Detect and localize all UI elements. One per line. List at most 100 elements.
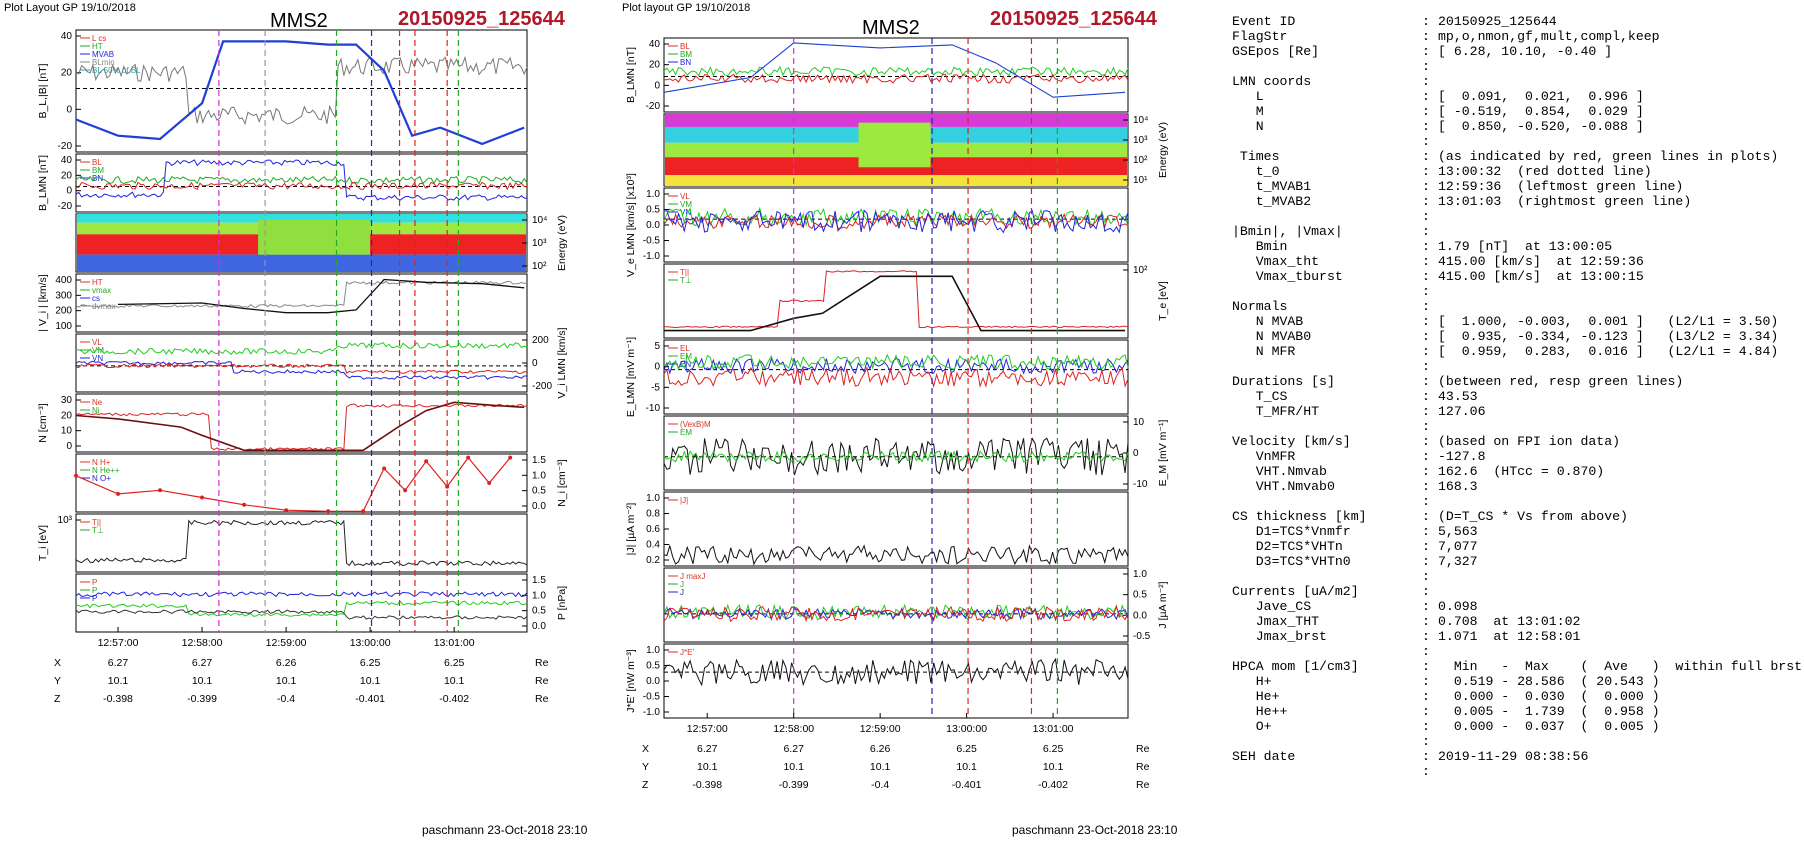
position-value: 6.25 <box>1043 743 1064 755</box>
summary-colon: : <box>1422 479 1430 494</box>
summary-colon: : <box>1422 149 1430 164</box>
summary-key: N MFR <box>1232 344 1296 359</box>
summary-key <box>1232 494 1422 509</box>
data-point <box>242 502 247 507</box>
summary-key <box>1232 419 1422 434</box>
y-tick-label-right: -10 <box>1133 479 1148 490</box>
left-spacecraft-title: MMS2 <box>270 10 328 32</box>
summary-row: D1=TCS*Vnmfr:5,563 <box>1232 524 1802 539</box>
legend-entry: J <box>680 588 684 597</box>
bm-trace <box>75 175 528 185</box>
summary-colon: : <box>1422 734 1430 749</box>
y-tick-label: 1.0 <box>646 493 660 504</box>
legend-entry: BN <box>680 58 691 67</box>
summary-key: Currents [uA/m2] <box>1232 584 1359 599</box>
summary-key <box>1232 134 1422 149</box>
panel-7: 1.0 0.8 0.6 0.4 0.2 |J| [µA m⁻²] |J| <box>625 491 1129 567</box>
summary-value: 2019-11-29 08:38:56 <box>1438 749 1589 764</box>
y-tick-label: -5 <box>651 382 660 393</box>
position-unit: Re <box>1136 779 1150 791</box>
y-tick-label-right: 10² <box>1133 265 1148 276</box>
summary-colon: : <box>1422 524 1430 539</box>
y-tick-label: 0 <box>66 441 72 452</box>
y-axis-label-right: Energy (eV) <box>1157 122 1169 178</box>
y-axis-label: B_L,|B| [nT] <box>37 63 49 118</box>
summary-value: 13:01:03 (rightmost green line) <box>1438 194 1692 209</box>
summary-row: LMN coords: <box>1232 74 1802 89</box>
legend-entry: BL <box>92 158 102 167</box>
summary-value: 162.6 (HTcc = 0.870) <box>1438 464 1605 479</box>
el-trace <box>663 357 1129 375</box>
position-value: 10.1 <box>870 761 891 773</box>
vl-trace <box>75 363 528 375</box>
summary-colon: : <box>1422 164 1430 179</box>
data-point <box>284 508 289 513</box>
summary-colon: : <box>1422 59 1430 74</box>
summary-key: Durations [s] <box>1232 374 1335 389</box>
spectrogram-band <box>77 254 526 272</box>
position-unit: Re <box>535 675 549 687</box>
position-value: 6.25 <box>360 657 381 669</box>
summary-row: : <box>1232 209 1802 224</box>
legend-entry: Ni <box>92 406 100 415</box>
summary-key <box>1232 59 1422 74</box>
summary-row: : <box>1232 494 1802 509</box>
position-unit: Re <box>535 657 549 669</box>
y-tick-label-right: 10³ <box>1133 135 1148 146</box>
y-tick-label: 300 <box>55 290 72 301</box>
y-tick-label: 40 <box>649 39 661 50</box>
position-value: 6.27 <box>108 657 129 669</box>
y-tick-label-right: 10³ <box>532 238 547 249</box>
em-trace <box>663 353 1129 372</box>
x-tick-label: 12:58:00 <box>773 723 814 735</box>
summary-value: 43.53 <box>1438 389 1478 404</box>
summary-key: VHT.Nmvab <box>1232 464 1327 479</box>
y-tick-label: -1.0 <box>643 707 661 718</box>
summary-colon: : <box>1422 674 1430 689</box>
y-tick-label-right: 1.5 <box>532 575 546 586</box>
j-mag-trace <box>663 544 1129 566</box>
data-point <box>382 466 387 471</box>
series-ni <box>75 401 525 452</box>
pb-trace <box>75 591 528 598</box>
summary-key <box>1232 734 1422 749</box>
summary-value: (between red, resp green lines) <box>1438 374 1684 389</box>
series-bl <box>663 42 1126 98</box>
y-axis-label: B_LMN [nT] <box>37 155 49 211</box>
summary-key: Normals <box>1232 299 1288 314</box>
panel-frame <box>75 453 528 513</box>
summary-value: [ 1.000, -0.003, 0.001 ] (L2/L1 = 3.50) <box>1438 314 1779 329</box>
legend-entry: P <box>92 586 97 595</box>
position-value: 6.27 <box>697 743 718 755</box>
bm-trace <box>663 65 1129 77</box>
summary-colon: : <box>1422 269 1430 284</box>
summary-value: 0.098 <box>1438 599 1478 614</box>
spectrogram-band <box>77 214 526 223</box>
y-tick-label: 0.2 <box>646 555 660 566</box>
position-value: 6.25 <box>956 743 977 755</box>
panel-6: 10 0 -10 E_M [mV m⁻¹] (VexB)MEM <box>663 415 1169 491</box>
vm-trace <box>76 342 528 356</box>
summary-row: D3=TCS*VHTn0:7,327 <box>1232 554 1802 569</box>
summary-value: [ 0.850, -0.520, -0.088 ] <box>1438 119 1644 134</box>
summary-row: Jmax_brst:1.071 at 12:58:01 <box>1232 629 1802 644</box>
panel-frame <box>75 393 528 453</box>
legend-entry: (VexB)M <box>680 420 711 429</box>
y-tick-label-right: -0.5 <box>1133 631 1151 642</box>
summary-colon: : <box>1422 209 1430 224</box>
summary-key: t_MVAB1 <box>1232 179 1312 194</box>
series-t-- <box>664 275 1126 332</box>
summary-colon: : <box>1422 569 1430 584</box>
x-tick-label: 13:00:00 <box>350 637 391 649</box>
summary-value: 0.005 - 1.739 ( 0.958 ) <box>1438 704 1660 719</box>
middle-spacecraft-title: MMS2 <box>862 17 920 39</box>
summary-key: VnMFR <box>1232 449 1296 464</box>
summary-value: [ 0.959, 0.283, 0.016 ] (L2/L1 = 4.84) <box>1438 344 1779 359</box>
summary-row: Currents [uA/m2]: <box>1232 584 1802 599</box>
summary-key <box>1232 569 1422 584</box>
y-tick-label-right: 0 <box>532 358 538 369</box>
y-tick-label-right: 0.5 <box>1133 590 1147 601</box>
position-value: 10.1 <box>444 675 465 687</box>
summary-key <box>1232 209 1422 224</box>
summary-key: Bmin <box>1232 239 1288 254</box>
